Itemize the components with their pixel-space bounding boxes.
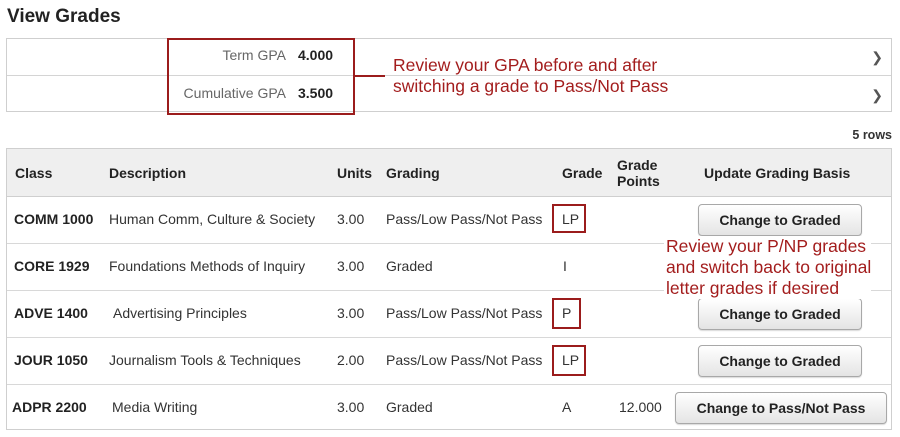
- header-description[interactable]: Description: [109, 165, 187, 181]
- units: 3.00: [337, 211, 365, 227]
- grade: LP: [562, 352, 580, 368]
- class-code: JOUR 1050: [14, 352, 88, 368]
- grades-table: Class Description Units Grading Grade Gr…: [6, 148, 892, 430]
- grading-basis: Graded: [386, 399, 433, 415]
- grading-basis: Pass/Low Pass/Not Pass: [386, 305, 543, 321]
- grade-highlight-box: [552, 298, 581, 329]
- units: 3.00: [337, 258, 365, 274]
- row-count: 5 rows: [852, 128, 892, 142]
- header-units[interactable]: Units: [337, 165, 372, 181]
- units: 3.00: [337, 399, 365, 415]
- grading-basis: Pass/Low Pass/Not Pass: [386, 211, 543, 227]
- header-update-grading-basis: Update Grading Basis: [704, 165, 851, 181]
- gpa-callout-line-1: Review your GPA before and after: [393, 55, 658, 75]
- class-code: ADVE 1400: [14, 305, 88, 321]
- course-description: Journalism Tools & Techniques: [109, 352, 301, 368]
- table-header: Class Description Units Grading Grade Gr…: [7, 149, 891, 197]
- gpa-callout-line-2: switching a grade to Pass/Not Pass: [393, 76, 669, 96]
- class-code: COMM 1000: [14, 211, 94, 227]
- units: 3.00: [337, 305, 365, 321]
- table-row: COMM 1000 Human Comm, Culture & Society …: [7, 197, 891, 244]
- grade-highlight-box: [552, 345, 586, 376]
- header-grade-points[interactable]: Grade Points: [617, 157, 660, 189]
- term-gpa-label: Term GPA: [222, 47, 286, 63]
- course-description: Media Writing: [112, 399, 198, 415]
- course-description: Foundations Methods of Inquiry: [109, 258, 306, 274]
- grade-points: 12.000: [619, 399, 662, 415]
- change-to-graded-button[interactable]: Change to Graded: [698, 298, 862, 330]
- chevron-right-icon[interactable]: ❯: [871, 49, 883, 65]
- grade: A: [562, 399, 572, 415]
- cumulative-gpa-row[interactable]: ❯: [7, 76, 891, 113]
- gpa-highlight-box: [167, 38, 355, 115]
- header-grade[interactable]: Grade: [562, 165, 603, 181]
- page-title: View Grades: [7, 6, 121, 27]
- grade: P: [562, 305, 572, 321]
- grade-callout-line-3: letter grades if desired: [666, 278, 840, 298]
- grade: I: [563, 258, 567, 274]
- chevron-right-icon[interactable]: ❯: [871, 87, 883, 103]
- grade-callout-text: Review your P/NP grades and switch back …: [664, 236, 872, 299]
- units: 2.00: [337, 352, 365, 368]
- term-gpa-row[interactable]: Term GPA 4.000 ❯: [7, 39, 891, 76]
- gpa-callout-connector: [355, 75, 385, 77]
- table-row: ADVE 1400 Advertising Principles 3.00 Pa…: [7, 291, 891, 338]
- table-row: ADPR 2200 Media Writing 3.00 Graded A 12…: [7, 385, 891, 432]
- cumulative-gpa-value: 3.500: [298, 85, 334, 101]
- grade-highlight-box: [552, 204, 586, 233]
- class-code: ADPR 2200: [12, 399, 87, 415]
- header-grading[interactable]: Grading: [386, 165, 440, 181]
- course-description: Advertising Principles: [113, 305, 247, 321]
- change-to-graded-button[interactable]: Change to Graded: [698, 204, 862, 236]
- class-code: CORE 1929: [14, 258, 90, 274]
- table-row: JOUR 1050 Journalism Tools & Techniques …: [7, 338, 891, 385]
- header-grade-points-line-1: Grade: [617, 157, 658, 173]
- cumulative-gpa-label: Cumulative GPA: [183, 85, 286, 101]
- grade: LP: [562, 211, 580, 227]
- gpa-callout-text: Review your GPA before and after switchi…: [393, 55, 668, 97]
- grading-basis: Graded: [386, 258, 433, 274]
- term-gpa-value: 4.000: [298, 47, 334, 63]
- table-row: CORE 1929 Foundations Methods of Inquiry…: [7, 244, 891, 291]
- grade-callout-line-2: and switch back to original: [666, 257, 872, 277]
- header-grade-points-line-2: Points: [617, 173, 660, 189]
- grade-callout-line-1: Review your P/NP grades: [666, 236, 867, 256]
- header-class[interactable]: Class: [15, 165, 53, 181]
- change-to-pass-not-pass-button[interactable]: Change to Pass/Not Pass: [675, 392, 887, 424]
- gpa-panel: Term GPA 4.000 ❯ ❯ Cumulative GPA 3.500: [6, 38, 892, 112]
- grading-basis: Pass/Low Pass/Not Pass: [386, 352, 543, 368]
- change-to-graded-button[interactable]: Change to Graded: [698, 345, 862, 377]
- course-description: Human Comm, Culture & Society: [109, 211, 316, 227]
